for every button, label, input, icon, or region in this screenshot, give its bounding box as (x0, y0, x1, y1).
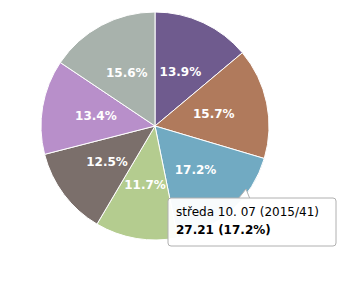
svg-text:středa 10. 07 (2015/41): středa 10. 07 (2015/41) (176, 205, 319, 219)
svg-text:11.7%: 11.7% (124, 178, 166, 192)
svg-text:13.9%: 13.9% (160, 65, 202, 79)
svg-text:27.21 (17.2%): 27.21 (17.2%) (176, 223, 271, 237)
svg-text:13.4%: 13.4% (75, 109, 117, 123)
svg-text:15.6%: 15.6% (106, 66, 148, 80)
svg-text:12.5%: 12.5% (86, 155, 128, 169)
svg-text:15.7%: 15.7% (193, 107, 235, 121)
svg-text:17.2%: 17.2% (175, 163, 217, 177)
